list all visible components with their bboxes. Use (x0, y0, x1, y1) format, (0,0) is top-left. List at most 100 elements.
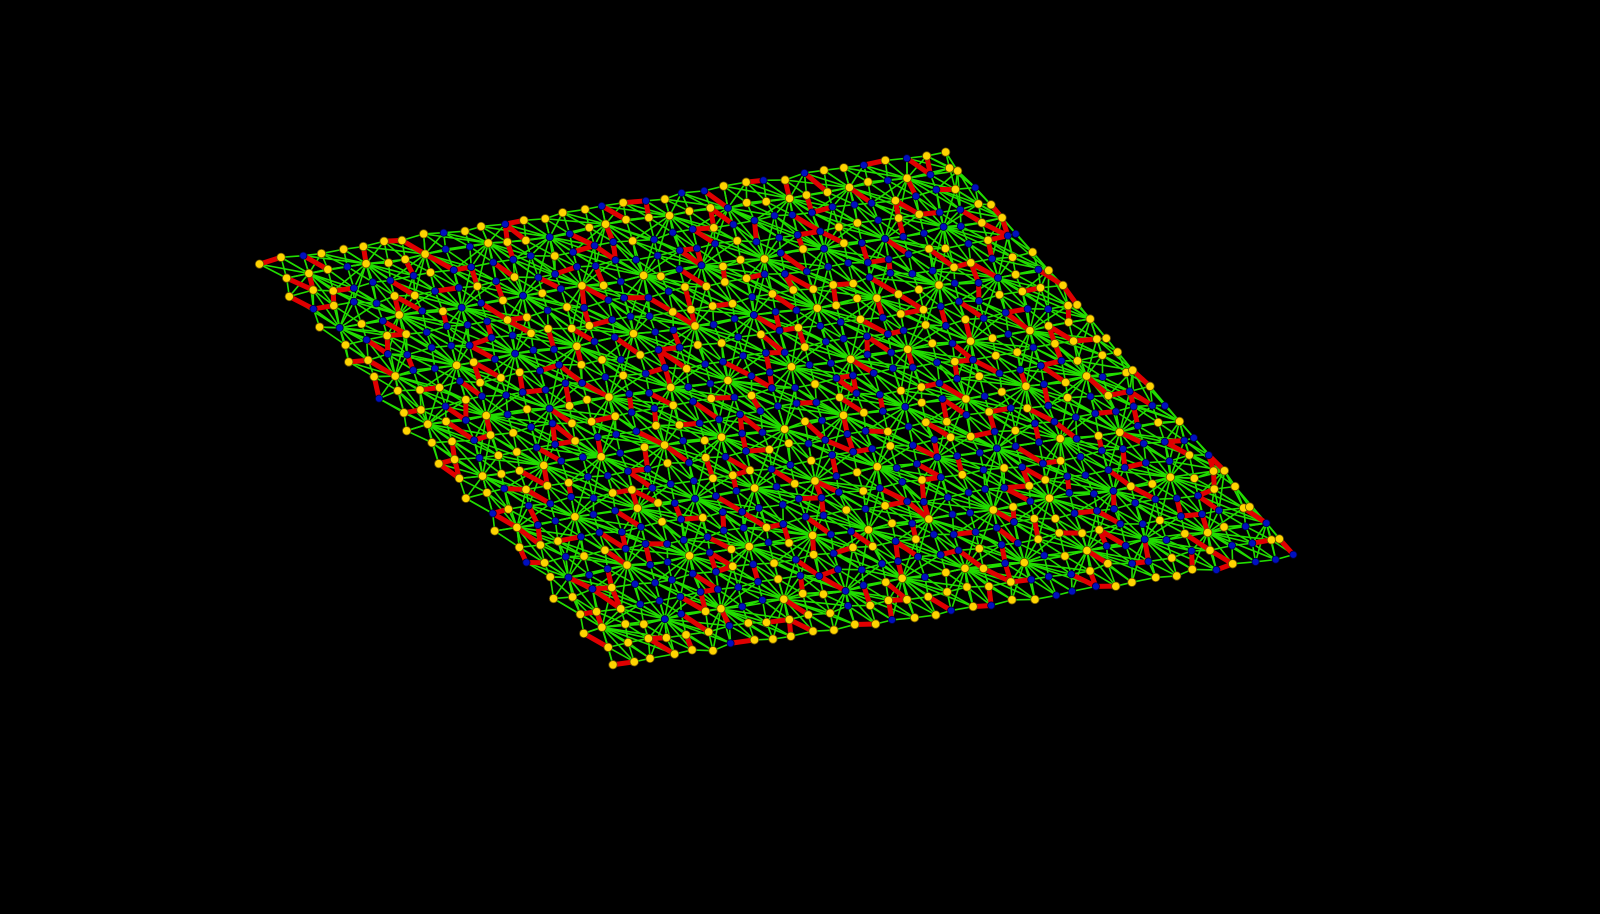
green-bond (1218, 509, 1247, 528)
green-bond (430, 271, 460, 289)
red-bond (550, 420, 578, 444)
green-bond (782, 523, 813, 537)
green-bond (837, 568, 864, 586)
green-bond (512, 236, 551, 261)
green-bond (664, 579, 673, 620)
blue-atom (626, 312, 635, 321)
yellow-atom (358, 241, 368, 252)
red-bond (956, 298, 987, 321)
yellow-atom (941, 147, 951, 157)
green-bond (659, 600, 682, 615)
green-bond (807, 614, 835, 631)
green-bond (806, 194, 833, 208)
green-bond (873, 372, 902, 392)
green-bond (852, 282, 878, 299)
green-bond (507, 413, 532, 428)
yellow-atom (983, 235, 993, 245)
green-bond (813, 288, 878, 300)
green-bond (670, 386, 701, 424)
green-bond (935, 188, 1003, 219)
blue-atom (701, 360, 710, 369)
green-bond (1191, 550, 1217, 571)
red-bond (893, 538, 921, 560)
green-bond (741, 432, 770, 451)
blue-atom (609, 237, 618, 246)
blue-atom (518, 388, 527, 397)
yellow-atom (761, 196, 771, 207)
green-bond (970, 311, 1007, 342)
green-bond (419, 389, 487, 417)
red-bond (1094, 508, 1123, 527)
green-bond (809, 364, 837, 379)
red-bond (1013, 443, 1046, 466)
yellow-atom (727, 299, 738, 309)
green-bond (856, 471, 881, 489)
green-bond (404, 258, 431, 274)
yellow-atom (852, 293, 862, 303)
green-bond (1143, 443, 1172, 478)
yellow-atom (496, 373, 506, 383)
yellow-atom (340, 340, 351, 350)
blue-atom (902, 154, 911, 163)
blue-atom (881, 234, 890, 243)
yellow-atom (735, 255, 746, 265)
green-bond (543, 464, 572, 498)
green-bond (593, 497, 638, 509)
green-bond (940, 305, 972, 342)
green-bond (846, 433, 873, 450)
yellow-atom (798, 244, 808, 254)
green-bond (877, 219, 904, 238)
green-bond (557, 540, 628, 566)
red-bond (778, 250, 810, 274)
green-bond (664, 198, 729, 209)
green-bond (847, 605, 877, 625)
green-bond (451, 440, 484, 477)
green-bond (897, 178, 908, 219)
blue-atom (644, 293, 653, 302)
green-bond (887, 406, 906, 433)
red-bond (467, 342, 498, 362)
red-bond (877, 485, 910, 504)
green-bond (547, 309, 578, 347)
green-bond (898, 217, 944, 228)
green-bond (835, 304, 861, 320)
green-bond (823, 247, 891, 274)
yellow-atom (441, 416, 451, 426)
yellow-atom (834, 222, 844, 232)
blue-atom (591, 261, 600, 270)
green-bond (1023, 518, 1036, 563)
green-bond (570, 496, 594, 516)
green-bond (654, 555, 691, 584)
green-bond (399, 314, 468, 326)
green-bond (537, 236, 551, 278)
green-bond (512, 432, 538, 449)
yellow-atom (844, 182, 855, 193)
yellow-atom (483, 238, 493, 248)
green-bond (1029, 500, 1056, 520)
green-bond (667, 462, 695, 482)
green-bond (634, 583, 660, 602)
green-bond (863, 584, 889, 602)
red-bond (1024, 405, 1057, 425)
green-bond (1151, 483, 1178, 500)
red-bond (1035, 267, 1066, 288)
green-bond (783, 575, 802, 600)
blue-atom (928, 266, 937, 275)
red-bond (612, 334, 643, 358)
green-bond (547, 328, 578, 347)
green-bond (388, 262, 414, 277)
green-bond (680, 518, 709, 538)
green-bond (940, 554, 966, 570)
yellow-atom (682, 364, 692, 374)
blue-atom (601, 373, 610, 382)
green-bond (1134, 502, 1208, 534)
green-bond (548, 364, 560, 409)
green-bond (485, 377, 502, 416)
green-bond (632, 214, 670, 242)
green-bond (1085, 474, 1114, 492)
green-bond (1206, 488, 1216, 533)
green-bond (804, 307, 819, 348)
red-bond (589, 586, 624, 612)
